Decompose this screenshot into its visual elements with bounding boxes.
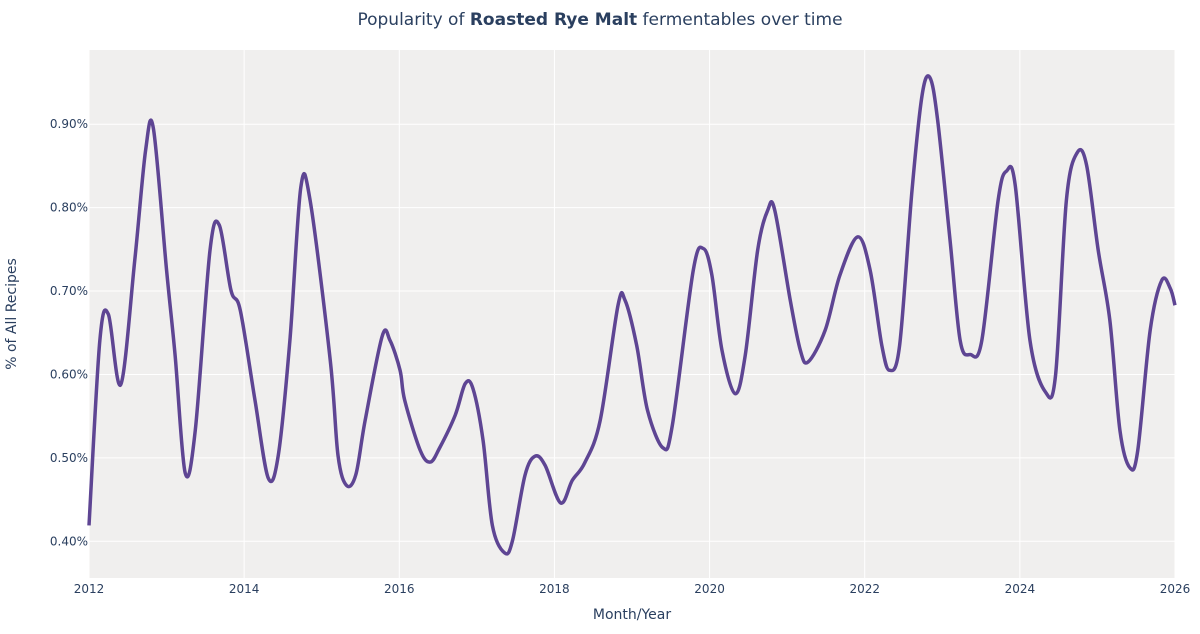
y-tick-label: 0.60%: [50, 367, 88, 381]
chart-title-bold: Roasted Rye Malt: [470, 10, 637, 30]
chart-title: Popularity of Roasted Rye Malt fermentab…: [357, 10, 842, 30]
y-tick-label: 0.80%: [50, 201, 88, 215]
chart-title-prefix: Popularity of: [357, 10, 469, 30]
x-tick-label: 2012: [74, 582, 105, 596]
gridlines: [88, 50, 1176, 578]
x-tick-label: 2020: [694, 582, 725, 596]
plot-area: [89, 50, 1175, 578]
x-tick-label: 2016: [384, 582, 415, 596]
x-tick-label: 2024: [1005, 582, 1036, 596]
y-tick-label: 0.50%: [50, 451, 88, 465]
x-tick-label: 2022: [849, 582, 880, 596]
y-tick-label: 0.90%: [50, 117, 88, 131]
x-tick-label: 2018: [539, 582, 570, 596]
y-tick-label: 0.40%: [50, 534, 88, 548]
x-axis-label: Month/Year: [593, 607, 671, 623]
series-line: [87, 74, 1177, 556]
x-tick-label: 2026: [1160, 582, 1191, 596]
x-tick-label: 2014: [229, 582, 260, 596]
tick-labels: 2012 2014 2016 2018 2020 2022 2024 2026 0.40% 0.5…: [50, 117, 1190, 596]
chart-title-suffix: fermentables over time: [637, 10, 842, 30]
y-tick-label: 0.70%: [50, 284, 88, 298]
y-axis-label: % of All Recipes: [4, 258, 20, 370]
